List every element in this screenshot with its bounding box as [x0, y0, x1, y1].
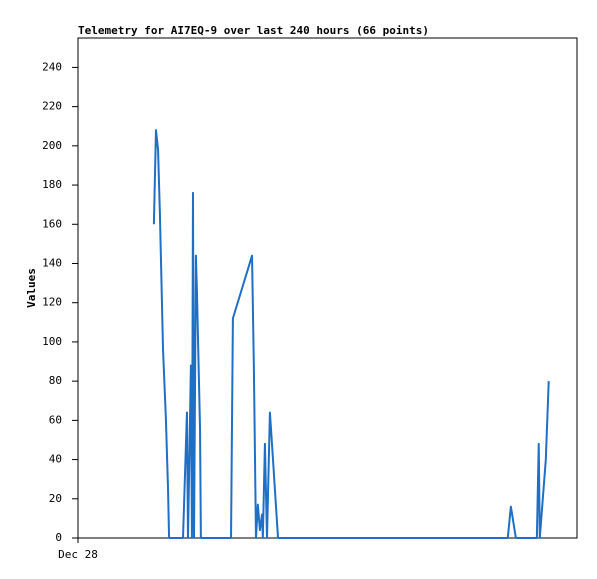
- y-axis-label: Values: [25, 268, 38, 308]
- y-tick-label: 80: [49, 374, 62, 387]
- y-tick-label: 200: [42, 139, 62, 152]
- y-tick-label: 20: [49, 492, 62, 505]
- y-tick-label: 220: [42, 100, 62, 113]
- y-tick-label: 60: [49, 413, 62, 426]
- plot-frame: [77, 37, 578, 539]
- y-tick-label: 160: [42, 217, 62, 230]
- y-tick-label: 240: [42, 60, 62, 73]
- chart-title: Telemetry for AI7EQ-9 over last 240 hour…: [78, 24, 429, 37]
- y-tick-label: 140: [42, 256, 62, 269]
- x-tick-label: Dec 28: [58, 548, 98, 561]
- y-tick-label: 180: [42, 178, 62, 191]
- y-tick-label: 120: [42, 296, 62, 309]
- data-line: [152, 129, 550, 539]
- y-tick-label: 0: [55, 531, 62, 544]
- y-tick-label: 40: [49, 453, 62, 466]
- y-tick-label: 100: [42, 335, 62, 348]
